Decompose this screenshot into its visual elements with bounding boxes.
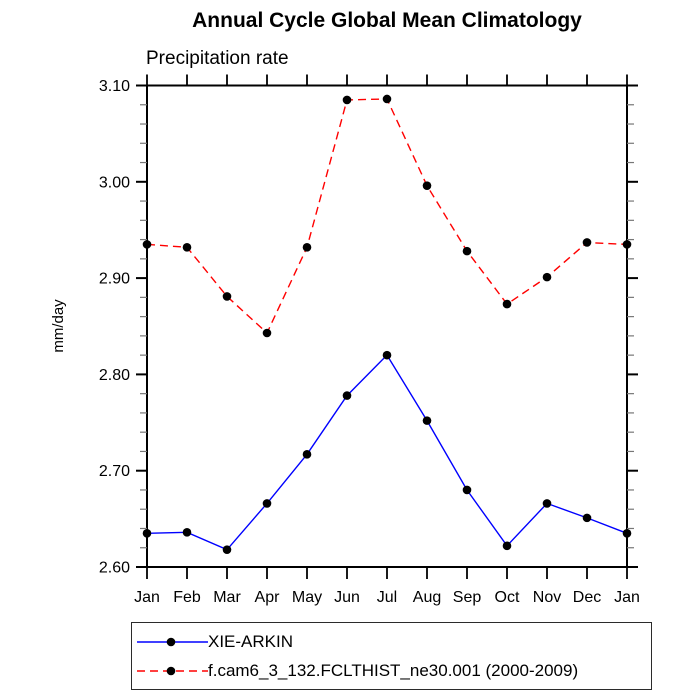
data-point-marker bbox=[182, 528, 192, 537]
data-point-marker bbox=[422, 416, 432, 425]
y-axis-title: mm/day bbox=[50, 299, 67, 353]
series-line-0 bbox=[146, 353, 628, 551]
x-tick-label: Nov bbox=[533, 589, 561, 606]
legend-line-sample-solid bbox=[137, 637, 208, 646]
chart-title: Annual Cycle Global Mean Climatology bbox=[192, 9, 582, 32]
chart-subtitle: Precipitation rate bbox=[146, 48, 289, 69]
legend-line-sample-dashed bbox=[137, 666, 208, 675]
data-point-marker bbox=[142, 528, 152, 538]
axis-ticks: 2.60 2.70 2.80 2.90 3.00 3.10 Jan Feb Mar Apr May J… bbox=[99, 74, 640, 606]
legend: XIE-ARKIN f.cam6_3_132.FCLTHIST_ne30.001… bbox=[131, 622, 652, 690]
x-tick-label: Mar bbox=[213, 589, 241, 606]
x-tick-label: Jan bbox=[614, 589, 640, 606]
legend-item-xie-arkin: XIE-ARKIN bbox=[132, 627, 651, 656]
data-point-marker bbox=[542, 499, 552, 508]
y-tick-label: 2.90 bbox=[99, 271, 130, 288]
data-point-marker bbox=[502, 541, 512, 551]
y-tick-label: 2.70 bbox=[99, 463, 130, 480]
x-tick-label: Jun bbox=[334, 589, 360, 606]
x-tick-label: May bbox=[292, 589, 322, 606]
data-series bbox=[142, 94, 632, 554]
data-point-marker bbox=[462, 246, 472, 256]
data-point-marker bbox=[382, 350, 392, 360]
plot-frame bbox=[146, 84, 628, 568]
data-point-marker bbox=[302, 450, 312, 459]
data-point-marker bbox=[622, 528, 632, 538]
legend-label: f.cam6_3_132.FCLTHIST_ne30.001 (2000-200… bbox=[208, 661, 579, 680]
data-point-marker bbox=[302, 242, 312, 252]
x-tick-label: Dec bbox=[573, 589, 601, 606]
x-tick-label: Aug bbox=[413, 589, 441, 606]
x-tick-label: Jan bbox=[134, 589, 160, 606]
data-point-marker bbox=[342, 95, 352, 105]
data-point-marker bbox=[222, 292, 232, 301]
data-point-marker bbox=[582, 238, 592, 247]
series-line-1 bbox=[146, 98, 628, 335]
x-tick-label: Jul bbox=[377, 589, 397, 606]
data-point-marker bbox=[182, 242, 192, 252]
data-point-marker bbox=[462, 485, 472, 495]
data-point-marker bbox=[582, 513, 592, 523]
data-point-marker bbox=[222, 545, 232, 554]
data-point-marker bbox=[502, 299, 512, 309]
x-tick-label: Oct bbox=[495, 589, 520, 606]
data-point-marker bbox=[262, 499, 272, 508]
y-tick-label: 2.80 bbox=[99, 367, 130, 384]
data-point-marker bbox=[142, 240, 152, 249]
y-tick-label: 2.60 bbox=[99, 560, 130, 577]
data-point-marker bbox=[262, 328, 272, 338]
legend-item-model: f.cam6_3_132.FCLTHIST_ne30.001 (2000-200… bbox=[132, 656, 651, 685]
legend-label: XIE-ARKIN bbox=[208, 632, 294, 651]
y-tick-label: 3.10 bbox=[99, 78, 130, 95]
x-tick-label: Sep bbox=[453, 589, 482, 606]
y-tick-label: 3.00 bbox=[99, 174, 130, 191]
data-point-marker bbox=[422, 181, 432, 190]
data-point-marker bbox=[382, 94, 392, 104]
data-point-marker bbox=[622, 240, 632, 249]
x-tick-label: Apr bbox=[255, 589, 281, 606]
x-tick-label: Feb bbox=[173, 589, 201, 606]
data-point-marker bbox=[542, 272, 552, 282]
data-point-marker bbox=[342, 391, 352, 400]
